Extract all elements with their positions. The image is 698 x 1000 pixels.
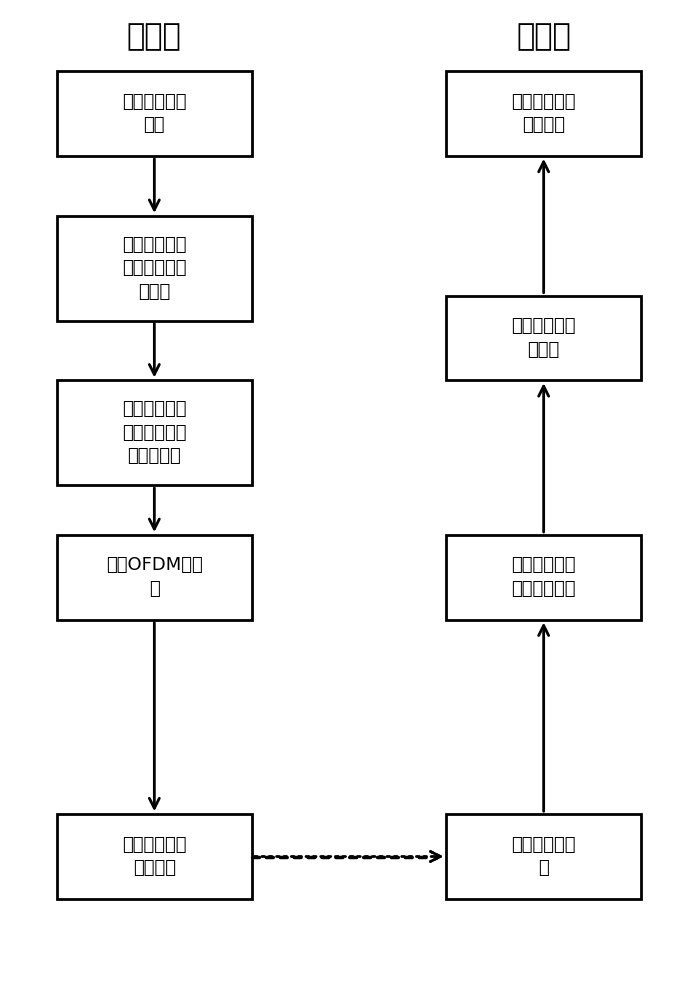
Text: 大带宽接收数
据: 大带宽接收数 据 xyxy=(512,836,576,877)
FancyBboxPatch shape xyxy=(446,296,641,380)
Text: 将空闲的子载
波聚合成多个
子信道: 将空闲的子载 波聚合成多个 子信道 xyxy=(122,236,186,301)
Text: 提取前导码输
送至识别模块: 提取前导码输 送至识别模块 xyxy=(512,556,576,598)
FancyBboxPatch shape xyxy=(57,814,252,899)
Text: 检测空闲的子
载波: 检测空闲的子 载波 xyxy=(122,93,186,134)
FancyBboxPatch shape xyxy=(446,535,641,620)
Text: 发送端: 发送端 xyxy=(127,22,181,51)
Text: 根据识别结果
解调数据: 根据识别结果 解调数据 xyxy=(512,93,576,134)
Text: 识别子信道发
送模式: 识别子信道发 送模式 xyxy=(512,317,576,359)
FancyBboxPatch shape xyxy=(57,380,252,485)
FancyBboxPatch shape xyxy=(57,71,252,156)
Text: 构建OFDM数据
帧: 构建OFDM数据 帧 xyxy=(106,556,202,598)
FancyBboxPatch shape xyxy=(57,216,252,320)
Text: 将子信道发送
模式信息封装
到前导码中: 将子信道发送 模式信息封装 到前导码中 xyxy=(122,400,186,465)
FancyBboxPatch shape xyxy=(57,535,252,620)
FancyBboxPatch shape xyxy=(446,71,641,156)
Text: 在发送机会内
发送数据: 在发送机会内 发送数据 xyxy=(122,836,186,877)
Text: 接收端: 接收端 xyxy=(517,22,571,51)
FancyBboxPatch shape xyxy=(446,814,641,899)
